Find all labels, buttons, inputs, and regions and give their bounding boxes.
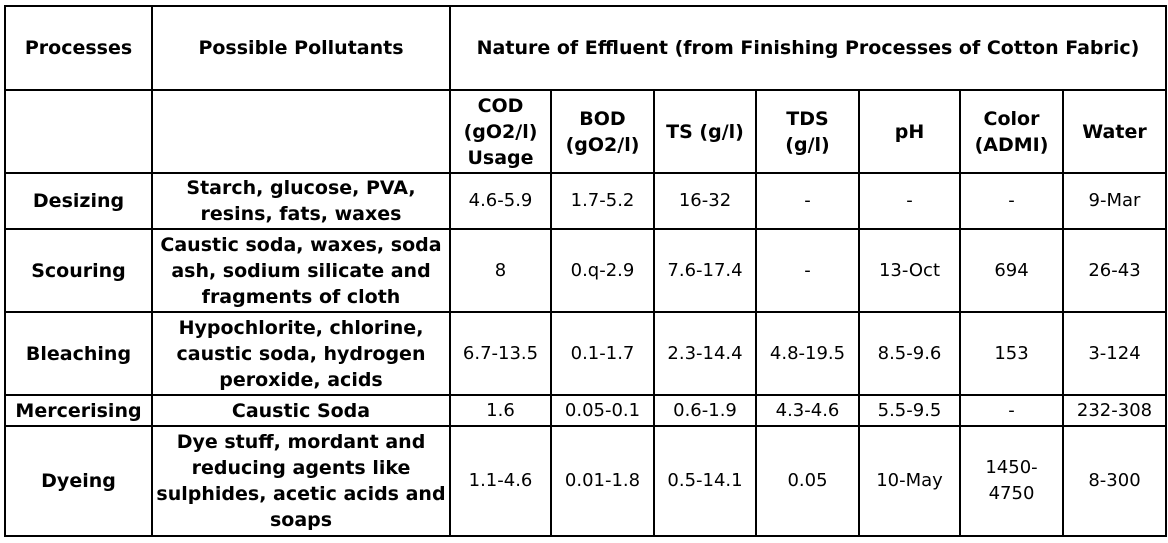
cell-tds: 4.8-19.5: [755, 311, 860, 396]
table-row: Mercerising Caustic Soda 1.6 0.05-0.1 0.…: [4, 394, 1167, 427]
row-process: Desizing: [4, 172, 153, 230]
cell-ts: 0.6-1.9: [653, 394, 757, 427]
header-cod-line-2: (gO2/l): [463, 120, 538, 143]
pollutant-line: Starch, glucose, PVA,: [186, 177, 416, 199]
header-color-line-1: Color: [983, 107, 1040, 130]
cell-cod: 6.7-13.5: [449, 311, 552, 396]
table-row: Bleaching Hypochlorite, chlorine, causti…: [4, 311, 1167, 396]
pollutant-line: sulphides, acetic acids and: [156, 483, 446, 505]
cell-color: 694: [959, 228, 1064, 313]
row-pollutants: Caustic soda, waxes, soda ash, sodium si…: [151, 228, 451, 313]
header-cod-line-1: COD: [477, 94, 524, 117]
cell-tds: 4.3-4.6: [755, 394, 860, 427]
pollutant-line: caustic soda, hydrogen: [176, 342, 426, 365]
effluent-table: Processes Possible Pollutants Nature of …: [4, 5, 1167, 537]
pollutant-line: Caustic Soda: [231, 399, 371, 422]
cell-bod: 1.7-5.2: [550, 172, 655, 230]
header-ph-line-1: pH: [894, 120, 925, 143]
pollutant-line: Dye stuff, mordant and: [176, 431, 426, 453]
cell-bod: 0.01-1.8: [550, 425, 655, 537]
header-tds-line-1: TDS: [786, 107, 829, 130]
header-empty-pollutants: [151, 89, 451, 174]
pollutant-line: resins, fats, waxes: [200, 203, 402, 225]
cell-bod: 0.05-0.1: [550, 394, 655, 427]
row-pollutants: Starch, glucose, PVA, resins, fats, waxe…: [151, 172, 451, 230]
cell-cod: 1.1-4.6: [449, 425, 552, 537]
cell-color: 1450- 4750: [959, 425, 1064, 537]
header-bod: BOD (gO2/l): [550, 89, 655, 174]
header-tds: TDS (g/l): [755, 89, 860, 174]
header-nature-of-effluent: Nature of Effluent (from Finishing Proce…: [449, 5, 1167, 91]
color-line: 153: [994, 342, 1029, 364]
header-ts-line-1: TS (g/l): [666, 120, 744, 143]
cell-ts: 7.6-17.4: [653, 228, 757, 313]
color-line: 4750: [988, 483, 1035, 504]
cell-water: 9-Mar: [1062, 172, 1167, 230]
pollutant-line: fragments of cloth: [201, 285, 401, 308]
cell-ts: 0.5-14.1: [653, 425, 757, 537]
effluent-table-container: Processes Possible Pollutants Nature of …: [4, 5, 1167, 537]
header-empty-process: [4, 89, 153, 174]
cell-ph: 5.5-9.5: [858, 394, 961, 427]
cell-ph: 13-Oct: [858, 228, 961, 313]
cell-color: 153: [959, 311, 1064, 396]
table-row: Desizing Starch, glucose, PVA, resins, f…: [4, 172, 1167, 230]
cell-ph: 8.5-9.6: [858, 311, 961, 396]
cell-ph: -: [858, 172, 961, 230]
row-pollutants: Caustic Soda: [151, 394, 451, 427]
header-cod: COD (gO2/l) Usage: [449, 89, 552, 174]
pollutant-line: Hypochlorite, chlorine,: [178, 316, 424, 339]
cell-bod: 0.1-1.7: [550, 311, 655, 396]
table-row: Dyeing Dye stuff, mordant and reducing a…: [4, 425, 1167, 537]
header-ts: TS (g/l): [653, 89, 757, 174]
pollutant-line: peroxide, acids: [219, 368, 383, 391]
cell-tds: -: [755, 228, 860, 313]
cell-cod: 4.6-5.9: [449, 172, 552, 230]
cell-ts: 16-32: [653, 172, 757, 230]
header-water-line-1: Water: [1082, 120, 1147, 143]
cell-tds: -: [755, 172, 860, 230]
cell-water: 26-43: [1062, 228, 1167, 313]
header-tds-line-2: (g/l): [785, 133, 830, 156]
header-processes: Processes: [4, 5, 153, 91]
header-possible-pollutants: Possible Pollutants: [151, 5, 451, 91]
header-ph: pH: [858, 89, 961, 174]
cell-cod: 8: [449, 228, 552, 313]
color-line: 1450-: [985, 457, 1038, 478]
header-water: Water: [1062, 89, 1167, 174]
pollutant-line: reducing agents like: [191, 457, 411, 479]
row-pollutants: Dye stuff, mordant and reducing agents l…: [151, 425, 451, 537]
row-process: Scouring: [4, 228, 153, 313]
cell-color: -: [959, 394, 1064, 427]
header-cod-line-3: Usage: [467, 146, 534, 169]
header-row-sub: COD (gO2/l) Usage BOD (gO2/l) TS (g/l) T…: [4, 89, 1167, 174]
row-pollutants: Hypochlorite, chlorine, caustic soda, hy…: [151, 311, 451, 396]
cell-cod: 1.6: [449, 394, 552, 427]
color-line: -: [1008, 399, 1015, 421]
cell-ph: 10-May: [858, 425, 961, 537]
pollutant-line: soaps: [269, 509, 333, 531]
pollutant-line: ash, sodium silicate and: [171, 259, 431, 282]
table-row: Scouring Caustic soda, waxes, soda ash, …: [4, 228, 1167, 313]
cell-water: 8-300: [1062, 425, 1167, 537]
row-process: Bleaching: [4, 311, 153, 396]
header-bod-line-1: BOD: [579, 107, 626, 130]
cell-color: -: [959, 172, 1064, 230]
row-process: Mercerising: [4, 394, 153, 427]
cell-water: 232-308: [1062, 394, 1167, 427]
cell-bod: 0.q-2.9: [550, 228, 655, 313]
pollutant-line: Caustic soda, waxes, soda: [160, 233, 442, 256]
color-line: -: [1008, 190, 1015, 211]
header-row-top: Processes Possible Pollutants Nature of …: [4, 5, 1167, 91]
cell-tds: 0.05: [755, 425, 860, 537]
header-bod-line-2: (gO2/l): [565, 133, 640, 156]
cell-water: 3-124: [1062, 311, 1167, 396]
color-line: 694: [994, 259, 1029, 281]
row-process: Dyeing: [4, 425, 153, 537]
header-color-line-2: (ADMI): [974, 133, 1049, 156]
header-color: Color (ADMI): [959, 89, 1064, 174]
cell-ts: 2.3-14.4: [653, 311, 757, 396]
